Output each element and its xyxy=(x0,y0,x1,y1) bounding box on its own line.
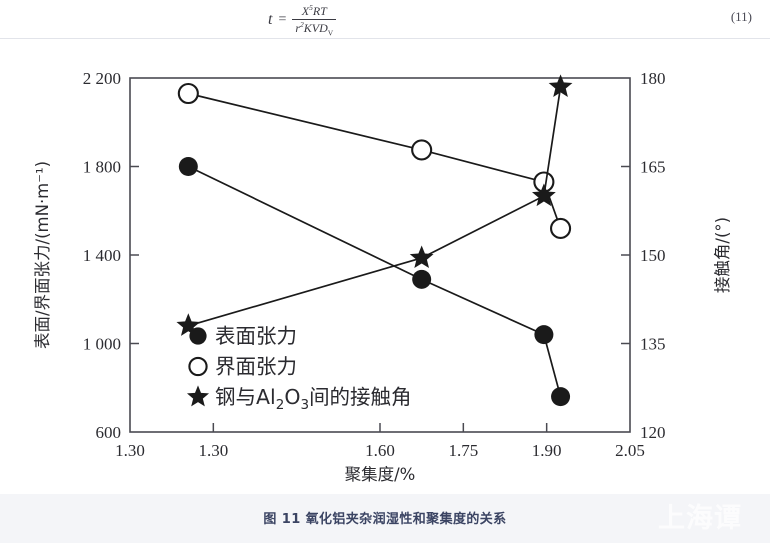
denominator-subscript: V xyxy=(327,27,334,37)
denominator-rest: KVD xyxy=(303,20,328,35)
series-star xyxy=(176,74,573,336)
data-point-open-circle xyxy=(550,217,572,239)
left-tick-label: 2 200 xyxy=(83,69,121,88)
data-point-star xyxy=(409,245,434,269)
legend-marker-filled-circle xyxy=(189,327,207,345)
watermark: 上海谭 xyxy=(658,503,742,534)
right-tick-label: 135 xyxy=(640,335,666,354)
x-tick-label: 1.30 xyxy=(115,441,145,460)
left-tick-label: 1 000 xyxy=(83,335,121,354)
right-axis-ticks xyxy=(621,165,630,345)
data-point-star xyxy=(176,313,201,336)
x-tick-label: 1.90 xyxy=(532,441,562,460)
legend-marker-open-circle xyxy=(188,356,208,377)
series-line xyxy=(188,86,562,327)
equation-fraction: X5RT r2KVDV xyxy=(292,4,337,37)
denominator-base: r xyxy=(295,20,301,35)
data-point-filled-circle xyxy=(412,269,432,289)
data-point-filled-circle xyxy=(551,387,571,407)
series-filled-circle xyxy=(178,157,571,407)
plot-container: 600 1 000 1 400 1 800 2 200 120 135 150 165 180 … xyxy=(0,39,770,494)
left-tick-label: 1 400 xyxy=(83,246,121,265)
left-axis-ticks xyxy=(130,165,139,345)
data-point-filled-circle xyxy=(178,157,198,176)
series-line xyxy=(187,165,562,397)
data-point-filled-circle xyxy=(534,325,554,345)
legend-marker-star xyxy=(186,385,210,407)
series-open-circle xyxy=(177,82,572,239)
x-axis-tick-labels: 1.30 1.30 1.60 1.75 1.90 2.05 xyxy=(115,441,645,460)
legend-label: 界面张力 xyxy=(215,355,297,379)
caption-band: 图 11 氧化铝夹杂润湿性和聚集度的关系 xyxy=(0,494,770,543)
numerator-exponent: 5 xyxy=(309,3,313,12)
numerator-base: X xyxy=(301,4,310,18)
legend-label-part: O xyxy=(284,385,300,409)
legend-label: 钢与Al2O3间的接触角 xyxy=(215,385,412,413)
data-point-open-circle xyxy=(177,82,199,105)
legend-item: 表面张力 xyxy=(189,324,297,348)
right-tick-label: 150 xyxy=(640,246,666,265)
data-series-layer xyxy=(176,74,573,407)
denominator-exponent: 2 xyxy=(300,19,304,29)
x-axis-title: 聚集度/% xyxy=(345,465,416,484)
left-tick-label: 1 800 xyxy=(83,158,121,177)
equation-number: (11) xyxy=(730,9,752,24)
right-axis-title: 接触角/(°) xyxy=(713,217,732,293)
legend-label-part: 钢与Al xyxy=(215,385,276,409)
right-tick-label: 180 xyxy=(640,69,666,88)
figure-caption: 图 11 氧化铝夹杂润湿性和聚集度的关系 xyxy=(263,512,507,527)
data-point-star xyxy=(532,183,556,207)
legend-label-subscript: 3 xyxy=(300,397,309,413)
equation-display: t = X5RT r2KVDV xyxy=(268,4,337,37)
equation-numerator: X5RT xyxy=(299,4,330,19)
legend-label-part: 间的接触角 xyxy=(309,385,412,409)
right-axis-tick-labels: 120 135 150 165 180 xyxy=(640,69,666,442)
right-tick-label: 120 xyxy=(640,423,666,442)
legend-item: 钢与Al2O3间的接触角 xyxy=(186,385,412,413)
equation-lhs: t xyxy=(268,11,273,29)
left-tick-label: 600 xyxy=(96,423,122,442)
x-axis-ticks xyxy=(212,423,548,432)
figure-area: 600 1 000 1 400 1 800 2 200 120 135 150 165 180 … xyxy=(0,39,770,494)
data-point-star xyxy=(548,74,573,97)
x-tick-label: 1.75 xyxy=(448,441,478,460)
legend-label: 表面张力 xyxy=(215,324,297,348)
legend-label-subscript: 2 xyxy=(276,397,285,413)
x-tick-label: 2.05 xyxy=(615,441,645,460)
equation-band: t = X5RT r2KVDV (11) xyxy=(0,0,770,39)
equation-equals-sign: = xyxy=(278,12,287,28)
left-axis-tick-labels: 600 1 000 1 400 1 800 2 200 xyxy=(83,69,121,442)
numerator-rest: RT xyxy=(312,4,327,18)
series-line xyxy=(188,92,562,229)
data-point-open-circle xyxy=(411,139,433,161)
legend-item: 界面张力 xyxy=(188,355,297,379)
right-tick-label: 165 xyxy=(640,158,666,177)
left-axis-title: 表面/界面张力/(mN·m⁻¹) xyxy=(33,161,52,349)
equation-denominator: r2KVDV xyxy=(292,18,337,37)
x-tick-label: 1.30 xyxy=(198,441,228,460)
x-tick-label: 1.60 xyxy=(365,441,395,460)
